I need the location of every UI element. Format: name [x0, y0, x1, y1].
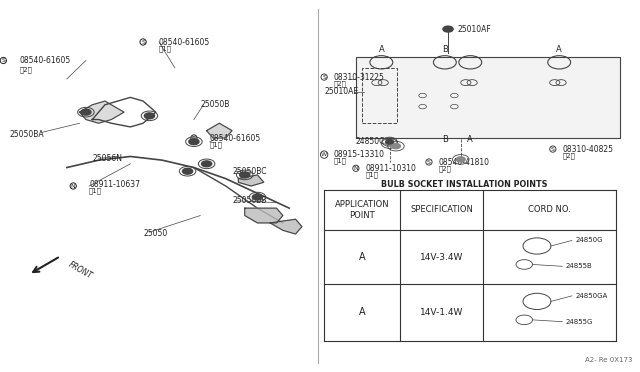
- Text: A: A: [359, 308, 365, 317]
- Text: 〈1〉: 〈1〉: [210, 141, 223, 148]
- Circle shape: [182, 168, 193, 174]
- Text: SPECIFICATION: SPECIFICATION: [410, 205, 473, 215]
- Polygon shape: [79, 101, 124, 123]
- Circle shape: [456, 157, 465, 162]
- Text: 08911-10637: 08911-10637: [89, 180, 140, 189]
- Polygon shape: [356, 57, 620, 138]
- Text: 25050B: 25050B: [200, 100, 230, 109]
- Circle shape: [189, 139, 199, 145]
- Polygon shape: [238, 175, 264, 186]
- Text: 〈1〉: 〈1〉: [159, 45, 172, 52]
- Text: 08310-31225: 08310-31225: [333, 73, 385, 81]
- Text: 08540-41810: 08540-41810: [438, 157, 490, 167]
- Text: S: S: [551, 147, 555, 151]
- Circle shape: [252, 194, 262, 200]
- Text: 25050BB: 25050BB: [232, 196, 266, 205]
- Text: S: S: [1, 58, 5, 63]
- Text: 08540-61605: 08540-61605: [210, 134, 261, 142]
- Text: A: A: [359, 252, 365, 262]
- Text: 〈1〉: 〈1〉: [365, 171, 378, 178]
- Text: 24850GA: 24850GA: [575, 293, 607, 299]
- Text: 25010AE: 25010AE: [324, 87, 358, 96]
- Polygon shape: [270, 219, 302, 234]
- Text: 25050BA: 25050BA: [10, 130, 44, 139]
- Text: 08915-13310: 08915-13310: [333, 150, 385, 159]
- Text: N: N: [71, 183, 76, 189]
- Circle shape: [239, 172, 250, 178]
- Text: A: A: [378, 45, 384, 54]
- Text: 08310-40825: 08310-40825: [563, 145, 613, 154]
- Text: 08540-61605: 08540-61605: [159, 38, 210, 46]
- Text: 25050: 25050: [143, 230, 167, 238]
- Circle shape: [81, 109, 91, 115]
- Text: A2- Re 0X173: A2- Re 0X173: [585, 357, 632, 363]
- Text: W: W: [321, 152, 327, 157]
- Text: 24850G: 24850G: [575, 237, 603, 243]
- Text: S: S: [427, 160, 431, 164]
- Text: S: S: [141, 39, 145, 45]
- Text: 〈2〉: 〈2〉: [563, 152, 575, 159]
- Circle shape: [443, 26, 453, 32]
- Text: 〈2〉: 〈2〉: [19, 66, 32, 73]
- Text: 〈2〉: 〈2〉: [333, 80, 346, 87]
- Text: N: N: [353, 166, 358, 171]
- Text: B: B: [442, 45, 448, 54]
- Text: 14V-3.4W: 14V-3.4W: [420, 253, 463, 262]
- Text: CORD NO.: CORD NO.: [528, 205, 571, 215]
- Text: 〈1〉: 〈1〉: [89, 187, 102, 194]
- Text: 24855G: 24855G: [566, 319, 593, 325]
- Text: A: A: [467, 135, 473, 144]
- Text: 25010AF: 25010AF: [458, 25, 492, 33]
- Text: 08911-10310: 08911-10310: [365, 164, 416, 173]
- Polygon shape: [244, 208, 283, 223]
- Text: S: S: [192, 135, 196, 141]
- Polygon shape: [207, 123, 232, 138]
- Circle shape: [145, 113, 154, 119]
- Text: 24850C: 24850C: [356, 137, 385, 146]
- Circle shape: [392, 144, 401, 149]
- Text: 25056N: 25056N: [92, 154, 122, 163]
- Text: A: A: [556, 45, 562, 54]
- Text: 〈2〉: 〈2〉: [438, 165, 451, 171]
- Text: 08540-61605: 08540-61605: [19, 56, 70, 65]
- Circle shape: [202, 161, 212, 167]
- Text: FRONT: FRONT: [67, 260, 94, 280]
- Text: 14V-1.4W: 14V-1.4W: [420, 308, 463, 317]
- Text: APPLICATION
POINT: APPLICATION POINT: [335, 200, 390, 220]
- Circle shape: [386, 140, 394, 144]
- Circle shape: [385, 141, 394, 146]
- Text: 24855B: 24855B: [566, 263, 592, 269]
- Text: 25050BC: 25050BC: [232, 167, 266, 176]
- Text: S: S: [322, 74, 326, 80]
- Text: BULB SOCKET INSTALLATION POINTS: BULB SOCKET INSTALLATION POINTS: [381, 180, 547, 189]
- Text: 〈1〉: 〈1〉: [333, 158, 347, 164]
- Text: B: B: [442, 135, 448, 144]
